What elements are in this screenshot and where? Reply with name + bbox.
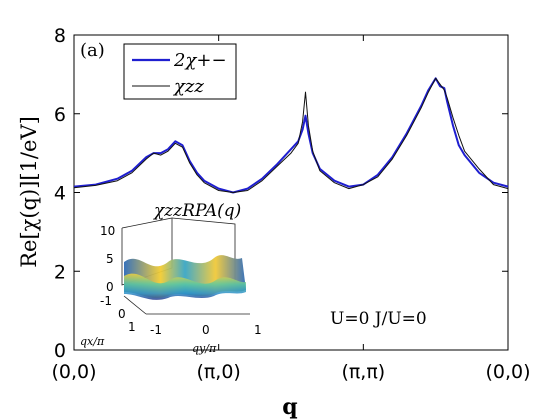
legend-label-chi-zz: χzz xyxy=(172,76,204,97)
series-group xyxy=(73,77,509,194)
inset-qx-tick: -1 xyxy=(100,294,112,308)
inset-title: χzzRPA(q) xyxy=(153,201,241,221)
inset-qx-tick: 1 xyxy=(128,320,136,334)
x-axis-label: q xyxy=(282,394,297,420)
legend: 2χ+− χzz xyxy=(123,43,237,100)
x-axis: (0,0) (π,0) (π,π) (0,0) xyxy=(51,35,531,383)
inset-qx-axis xyxy=(123,295,147,315)
inset-qx-label: qx/π xyxy=(80,335,105,348)
y-axis-label: Re[χ(q)][1/eV] xyxy=(17,116,41,268)
inset-z-tick: 0 xyxy=(106,280,114,294)
inset-z-tick: 10 xyxy=(100,224,115,238)
series-line-2chi-pm xyxy=(73,77,509,194)
x-tick-label: (π,π) xyxy=(341,361,385,383)
y-tick-label: 8 xyxy=(54,25,66,47)
annotation-label: U=0 J/U=0 xyxy=(330,309,427,329)
x-tick-label: (π,0) xyxy=(196,361,240,383)
legend-label-2chi-pm: 2χ+− xyxy=(173,50,227,71)
series-line-chi-zz xyxy=(73,77,509,193)
x-tick-label: (0,0) xyxy=(485,361,530,383)
inset-z-tick: 5 xyxy=(106,252,114,266)
y-tick-label: 0 xyxy=(54,340,66,362)
inset-qy-tick: 0 xyxy=(202,323,210,337)
legend-box xyxy=(123,43,237,100)
y-tick-label: 4 xyxy=(54,183,66,205)
inset-qx-tick: 0 xyxy=(118,307,126,321)
inset-surface-front xyxy=(124,273,246,300)
inset-qy-label: qy/π xyxy=(192,342,217,355)
panel-label: (a) xyxy=(80,40,105,61)
y-tick-label: 2 xyxy=(54,261,66,283)
inset-surface-plot: χzzRPA(q) 10 5 0 -1 0 1 -1 0 1 qx/π qy/π xyxy=(80,201,262,355)
x-tick-label: (0,0) xyxy=(51,361,96,383)
y-axis: 0 2 4 6 8 xyxy=(54,25,508,362)
inset-qy-tick: -1 xyxy=(150,323,162,337)
y-tick-label: 6 xyxy=(54,104,66,126)
inset-qy-tick: 1 xyxy=(254,323,262,337)
